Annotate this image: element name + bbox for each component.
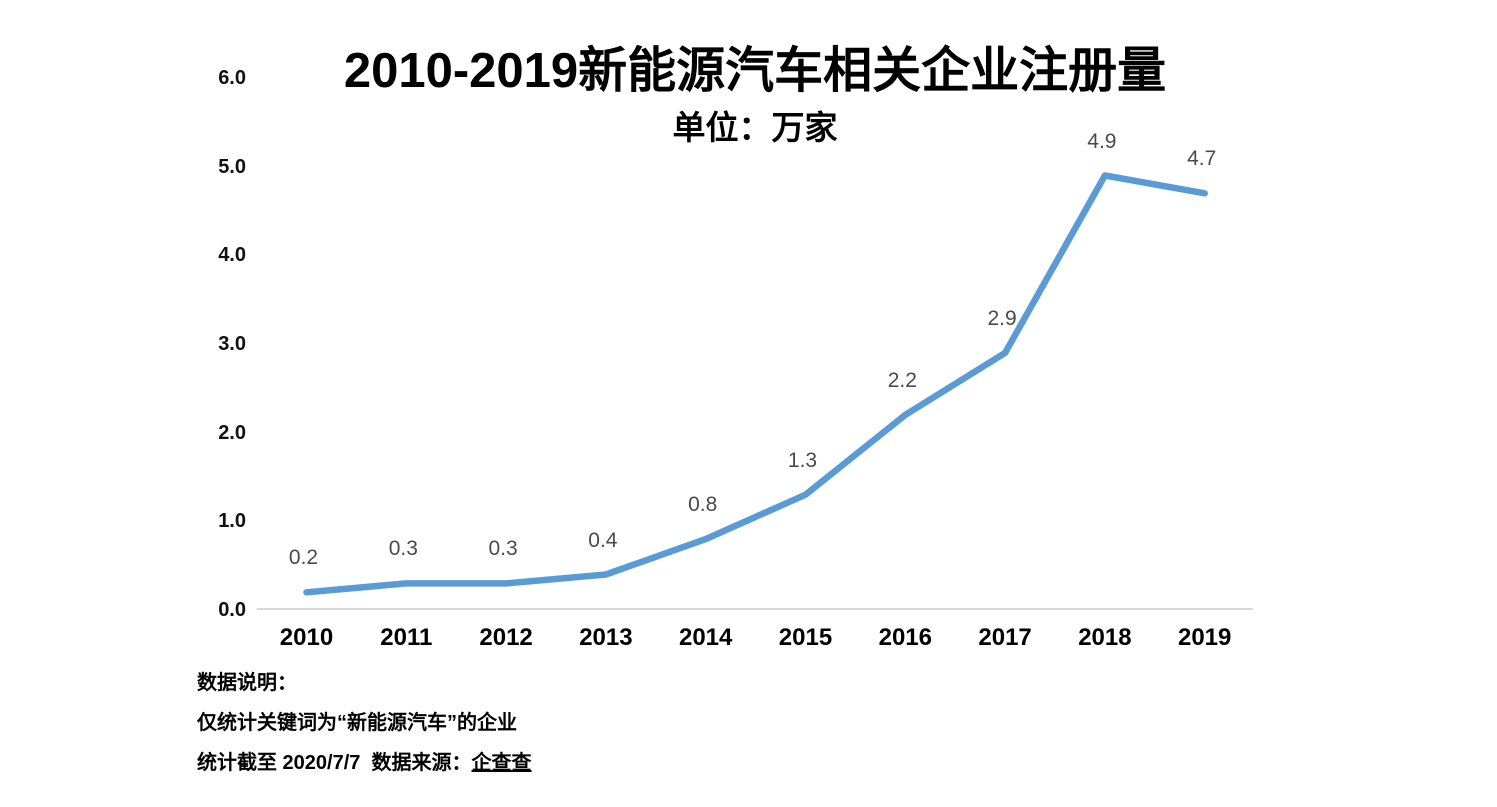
data-label: 0.8 [688, 493, 718, 517]
y-tick-label: 2.0 [218, 421, 246, 444]
x-tick-label: 2011 [380, 624, 433, 651]
x-tick-label: 2015 [778, 624, 833, 651]
data-label: 4.9 [1087, 129, 1117, 153]
data-label: 4.7 [1187, 147, 1217, 171]
x-tick-label: 2013 [579, 624, 633, 651]
x-tick-label: 2012 [479, 624, 533, 651]
chart-subtitle: 单位：万家 [672, 109, 838, 146]
y-tick-label: 0.0 [218, 599, 246, 621]
y-tick-label: 1.0 [218, 510, 246, 533]
data-label: 0.3 [388, 537, 418, 561]
x-tick-label: 2017 [978, 624, 1032, 651]
data-label: 0.2 [288, 546, 319, 570]
data-label: 2.2 [887, 368, 917, 392]
y-tick-label: 5.0 [218, 155, 246, 178]
x-tick-label: 2018 [1078, 624, 1132, 651]
data-label: 1.3 [787, 448, 818, 472]
footer-note-cutoff-source: 统计截至 2020/7/7 数据来源：企查查 [197, 751, 532, 775]
y-tick-label: 3.0 [218, 332, 246, 355]
source-name: 企查查 [471, 752, 532, 774]
footer-cutoff-text: 统计截至 2020/7/7 数据来源： [197, 752, 472, 774]
x-tick-label: 2010 [279, 624, 334, 651]
y-tick-label: 4.0 [218, 244, 246, 267]
registration-trend-line [303, 172, 1208, 596]
x-tick-label: 2019 [1177, 624, 1232, 651]
data-label: 0.4 [588, 528, 618, 552]
x-axis-line [257, 608, 1253, 610]
data-label: 0.3 [488, 537, 518, 561]
footer-note-scope: 仅统计关键词为“新能源汽车”的企业 [197, 712, 517, 734]
footer-note-heading: 数据说明： [197, 672, 297, 694]
data-label: 2.9 [987, 306, 1017, 330]
x-tick-label: 2014 [678, 624, 733, 651]
chart-title: 2010-2019新能源汽车相关企业注册量 [343, 44, 1167, 98]
y-tick-label: 6.0 [218, 66, 246, 89]
x-tick-label: 2016 [878, 624, 932, 651]
